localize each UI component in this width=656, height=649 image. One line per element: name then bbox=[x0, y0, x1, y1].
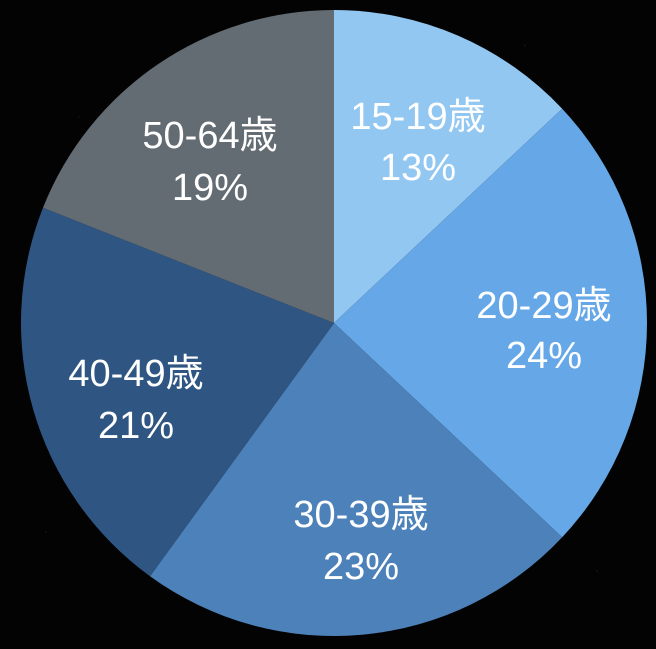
slice-label-50-64: 50-64歳 bbox=[142, 115, 277, 157]
slice-value-15-19: 13% bbox=[380, 147, 456, 189]
pie-slice-40-49 bbox=[20, 207, 334, 577]
slice-label-group-30-39: 30-39歳 23% bbox=[293, 494, 428, 588]
pie-slice-15-19 bbox=[334, 10, 563, 323]
pie-slice-30-39 bbox=[150, 323, 563, 636]
slice-label-group-50-64: 50-64歳 19% bbox=[142, 115, 277, 209]
slice-value-50-64: 19% bbox=[172, 167, 248, 209]
slice-label-40-49: 40-49歳 bbox=[68, 353, 203, 395]
slice-label-20-29: 20-29歳 bbox=[476, 285, 611, 327]
slice-label-group-15-19: 15-19歳 13% bbox=[350, 96, 485, 189]
slice-label-30-39: 30-39歳 bbox=[293, 494, 428, 536]
pie-slices bbox=[20, 10, 647, 636]
slice-label-group-40-49: 40-49歳 21% bbox=[68, 353, 203, 447]
slice-label-group-20-29: 20-29歳 24% bbox=[476, 285, 611, 377]
pie-slice-20-29 bbox=[334, 108, 647, 538]
slice-value-40-49: 21% bbox=[98, 405, 174, 447]
slice-value-20-29: 24% bbox=[506, 335, 582, 377]
slice-value-30-39: 23% bbox=[323, 546, 399, 588]
slice-label-15-19: 15-19歳 bbox=[350, 96, 485, 138]
pie-slice-50-64 bbox=[42, 10, 335, 323]
